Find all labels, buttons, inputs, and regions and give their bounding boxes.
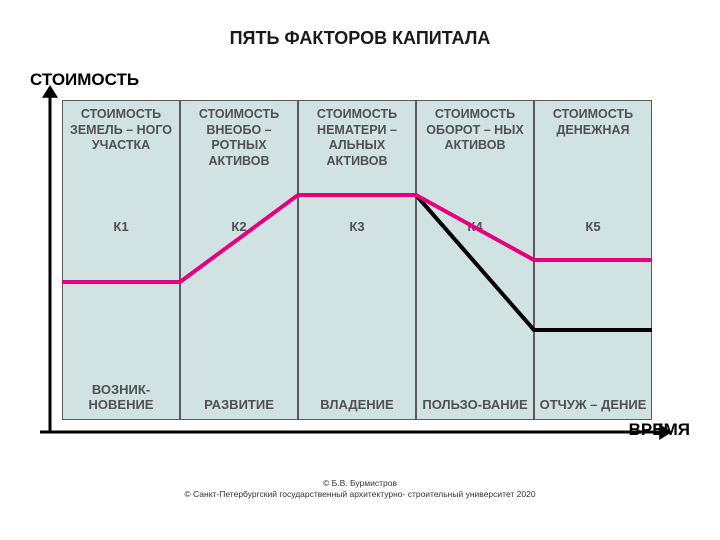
column-bottom-label: ПОЛЬЗО-ВАНИЕ bbox=[421, 397, 529, 413]
column-code: К4 bbox=[421, 219, 529, 234]
column-code: К1 bbox=[67, 219, 175, 234]
credit: © Б.В. Бурмистров © Санкт-Петербургский … bbox=[0, 478, 720, 499]
column-bottom-label: ОТЧУЖ – ДЕНИЕ bbox=[539, 397, 647, 413]
chart-area: СТОИМОСТЬ ЗЕМЕЛЬ – НОГО УЧАСТКА К1 ВОЗНИК-… bbox=[62, 100, 652, 420]
column-top-label: СТОИМОСТЬ ЗЕМЕЛЬ – НОГО УЧАСТКА bbox=[67, 107, 175, 154]
chart-column: СТОИМОСТЬ ЗЕМЕЛЬ – НОГО УЧАСТКА К1 ВОЗНИК-… bbox=[62, 100, 180, 420]
x-axis-label: ВРЕМЯ bbox=[629, 420, 690, 440]
column-bottom-label: ВОЗНИК-НОВЕНИЕ bbox=[67, 382, 175, 413]
column-top-label: СТОИМОСТЬ ДЕНЕЖНАЯ bbox=[539, 107, 647, 138]
column-code: К3 bbox=[303, 219, 411, 234]
credit-line1: © Б.В. Бурмистров bbox=[0, 478, 720, 489]
column-code: К5 bbox=[539, 219, 647, 234]
chart-column: СТОИМОСТЬ НЕМАТЕРИ – АЛЬНЫХ АКТИВОВ К3 ВЛА… bbox=[298, 100, 416, 420]
chart-column: СТОИМОСТЬ ОБОРОТ – НЫХ АКТИВОВ К4 ПОЛЬЗО-В… bbox=[416, 100, 534, 420]
chart-column: СТОИМОСТЬ ДЕНЕЖНАЯ К5 ОТЧУЖ – ДЕНИЕ bbox=[534, 100, 652, 420]
page-title: ПЯТЬ ФАКТОРОВ КАПИТАЛА bbox=[0, 28, 720, 49]
chart-column: СТОИМОСТЬ ВНЕОБО – РОТНЫХ АКТИВОВ К2 РАЗВИ… bbox=[180, 100, 298, 420]
credit-line2: © Санкт-Петербургский государственный ар… bbox=[0, 489, 720, 500]
column-bottom-label: РАЗВИТИЕ bbox=[185, 397, 293, 413]
column-code: К2 bbox=[185, 219, 293, 234]
y-axis-label: СТОИМОСТЬ bbox=[30, 70, 139, 90]
slide: ПЯТЬ ФАКТОРОВ КАПИТАЛА СТОИМОСТЬ СТОИМОС… bbox=[0, 0, 720, 540]
column-top-label: СТОИМОСТЬ ВНЕОБО – РОТНЫХ АКТИВОВ bbox=[185, 107, 293, 170]
column-top-label: СТОИМОСТЬ ОБОРОТ – НЫХ АКТИВОВ bbox=[421, 107, 529, 154]
column-bottom-label: ВЛАДЕНИЕ bbox=[303, 397, 411, 413]
column-top-label: СТОИМОСТЬ НЕМАТЕРИ – АЛЬНЫХ АКТИВОВ bbox=[303, 107, 411, 170]
